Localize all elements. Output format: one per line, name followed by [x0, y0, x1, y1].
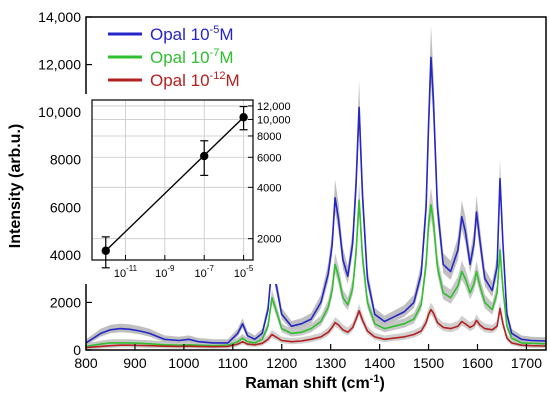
x-tick-label: 1400	[364, 355, 395, 371]
inset-axis-ticks: 10-11 10-9 10-7 10-5 2000 4000 6000 8000 10,0001…	[114, 101, 291, 280]
legend: Opal 10-5M Opal 10-7M Opal 10-12M	[108, 24, 240, 90]
x-tick-label: 1100	[218, 355, 248, 371]
x-tick-label: 900	[123, 355, 147, 371]
inset-y-tick-label: 10,000	[257, 114, 291, 126]
inset-y-tick-label: 2000	[257, 234, 281, 246]
inset-y-tick-label: 4000	[257, 182, 281, 194]
inset-y-tick-label: 6000	[257, 152, 281, 164]
series-3-std-band	[86, 301, 546, 350]
y-tick-label: 2000	[50, 294, 81, 310]
std-dev-bands	[86, 25, 546, 350]
inset-data-point-2	[200, 151, 209, 161]
x-tick-label: 1700	[511, 355, 542, 371]
inset-x-tick-label: 10-7	[195, 264, 215, 280]
spectra-lines	[85, 56, 547, 349]
main-axis-ticks: 800 900 1000 1100 1200 1300 1400 1500 1600 1700 0 2…	[38, 9, 542, 371]
x-tick-label: 1300	[315, 355, 346, 371]
series-1-line	[85, 56, 547, 344]
series-3-line	[85, 307, 547, 349]
x-tick-label: 1600	[462, 355, 493, 371]
inset-fit-line	[105, 116, 245, 252]
x-tick-label: 800	[74, 355, 98, 371]
inset-background	[84, 94, 301, 284]
y-tick-label: 10,000	[38, 104, 81, 120]
inset-x-tick-label: 10-9	[155, 264, 175, 280]
inset-chart: 10-11 10-9 10-7 10-5 2000 4000 6000 8000 10,0001…	[84, 94, 301, 284]
inset-data-points	[101, 105, 248, 269]
y-tick-label: 14,000	[38, 9, 81, 25]
inset-frame	[91, 99, 254, 261]
y-tick-label: 12,000	[38, 57, 81, 73]
y-tick-label: 4000	[50, 247, 81, 263]
inset-x-tick-label: 10-11	[114, 264, 138, 280]
inset-y-tick-label: 12,000	[257, 101, 291, 113]
inset-data-point-1	[101, 246, 110, 255]
y-tick-label: 0	[73, 342, 81, 358]
legend-label-2: Opal 10-7M	[150, 47, 234, 67]
inset-data-point-3	[239, 113, 248, 122]
y-tick-label: 6000	[50, 199, 81, 215]
x-axis-title: Raman shift (cm-1)	[245, 373, 385, 392]
legend-label-1: Opal 10-5M	[150, 24, 234, 44]
y-axis-title: Intensity (arb.u.)	[7, 124, 24, 248]
y-tick-label: 8000	[50, 152, 81, 168]
inset-fit-segment	[105, 116, 245, 252]
inset-y-tick-label: 8000	[257, 131, 281, 143]
x-tick-label: 1200	[266, 355, 297, 371]
legend-label-3: Opal 10-12M	[150, 70, 240, 90]
inset-x-tick-label: 10-5	[234, 264, 254, 280]
x-tick-label: 1000	[168, 355, 199, 371]
series-2-line	[85, 199, 547, 348]
x-tick-label: 1500	[413, 355, 444, 371]
